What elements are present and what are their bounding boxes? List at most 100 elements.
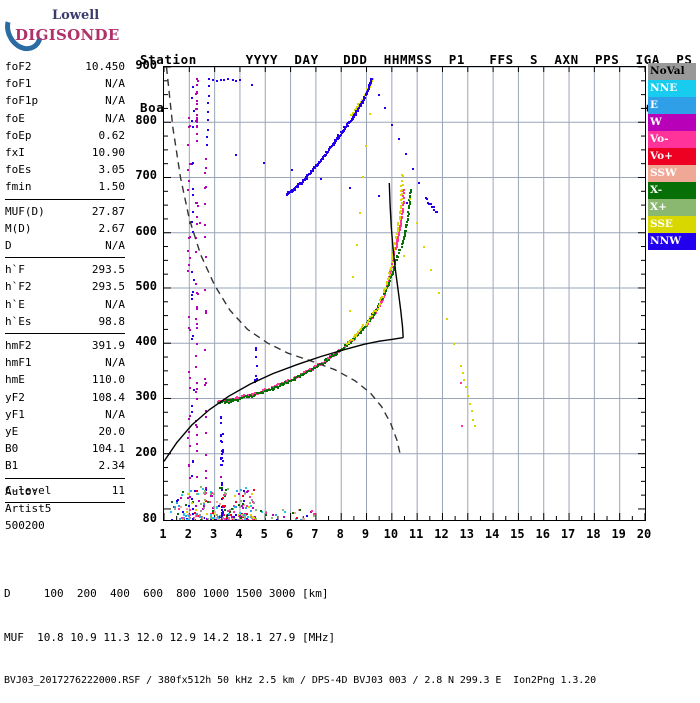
echo-point [247, 519, 249, 520]
echo-point [402, 241, 404, 243]
curve-muf-d-dashed-curve [165, 67, 402, 457]
param-row: foEp 0.62 [5, 127, 125, 144]
echo-point [350, 342, 352, 344]
echo-point [403, 201, 405, 203]
legend-item-noval[interactable]: NoVal [648, 63, 696, 80]
echo-point [188, 327, 190, 329]
echo-point [195, 391, 197, 393]
series-noise-w-magenta- [188, 78, 274, 518]
legend-item-w[interactable]: W [648, 114, 696, 131]
echo-point [212, 510, 214, 512]
echo-point [322, 158, 324, 160]
echo-point [222, 451, 224, 453]
echo-point [221, 514, 223, 516]
param-row: h`F 293.5 [5, 261, 125, 278]
echo-point [196, 434, 198, 436]
echo-point [460, 365, 462, 367]
echo-point [220, 416, 222, 418]
echo-point [195, 355, 197, 357]
param-value: N/A [105, 94, 125, 108]
echo-point [182, 491, 184, 493]
echo-point [186, 508, 188, 510]
echo-point [402, 184, 404, 186]
echo-point [195, 366, 197, 368]
legend-item-e[interactable]: E [648, 97, 696, 114]
echo-point [230, 514, 232, 516]
echo-point [246, 396, 248, 398]
param-value: 391.9 [91, 339, 125, 353]
echo-point [196, 126, 198, 128]
y-tick-label: 800 [135, 113, 157, 128]
echo-point [196, 513, 198, 515]
echo-point [188, 519, 190, 520]
legend-item-sse[interactable]: SSE [648, 216, 696, 233]
echo-point [178, 505, 180, 507]
echo-point [350, 339, 352, 341]
echo-point [328, 359, 330, 361]
param-key: foEp [5, 128, 32, 142]
echo-point [223, 79, 225, 81]
echo-point [204, 499, 206, 501]
legend-item-x-[interactable]: X+ [648, 199, 696, 216]
echo-point [390, 276, 392, 278]
legend-item-nnw[interactable]: NNW [648, 233, 696, 250]
echo-point [189, 477, 191, 479]
echo-point [205, 167, 207, 169]
echo-point [461, 425, 463, 427]
echo-point [240, 517, 242, 519]
legend-item-nne[interactable]: NNE [648, 80, 696, 97]
echo-point [220, 79, 222, 81]
echo-point [196, 91, 198, 93]
echo-point [199, 514, 201, 516]
echo-point [215, 519, 217, 520]
ionogram-plot[interactable] [163, 66, 646, 521]
echo-point [462, 372, 464, 374]
echo-point [377, 308, 379, 310]
echo-point [188, 505, 190, 507]
echo-point [196, 133, 198, 135]
echo-point [271, 517, 273, 519]
echo-point [204, 349, 206, 351]
legend-item-ssw[interactable]: SSW [648, 165, 696, 182]
param-key: h`E [5, 297, 25, 311]
echo-point [388, 284, 390, 286]
param-row: h`F2 293.5 [5, 278, 125, 295]
legend-item-x-[interactable]: X- [648, 182, 696, 199]
echo-point [436, 211, 438, 213]
echo-point [214, 511, 216, 513]
echo-point [403, 255, 405, 257]
param-key: h`F [5, 263, 25, 277]
echo-point [284, 381, 286, 383]
echo-point [235, 501, 237, 503]
echo-point [191, 475, 193, 477]
echo-point [368, 88, 370, 90]
echo-point [303, 518, 305, 520]
echo-point [204, 187, 206, 189]
echo-point [251, 84, 253, 86]
echo-point [193, 110, 195, 112]
echo-point [337, 134, 339, 136]
echo-point [362, 102, 364, 104]
echo-point [397, 256, 399, 258]
echo-point [249, 502, 251, 504]
echo-point [188, 371, 190, 373]
echo-point [362, 176, 364, 178]
echo-point [187, 189, 189, 191]
echo-point [191, 338, 193, 340]
echo-point [235, 514, 237, 516]
param-key: foF1p [5, 94, 39, 108]
echo-point [180, 497, 182, 499]
ionogram-canvas[interactable] [164, 67, 645, 520]
echo-point [224, 401, 226, 403]
echo-point [404, 230, 406, 232]
echo-point [361, 326, 363, 328]
echo-point [401, 180, 403, 182]
echo-point [192, 291, 194, 293]
legend-item-vo-[interactable]: Vo- [648, 131, 696, 148]
legend-item-vo-[interactable]: Vo+ [648, 148, 696, 165]
echo-point [230, 401, 232, 403]
echo-point [251, 499, 253, 501]
echo-point [349, 187, 351, 189]
y-tick-label: 200 [135, 444, 157, 459]
noise-speckle [170, 80, 463, 520]
